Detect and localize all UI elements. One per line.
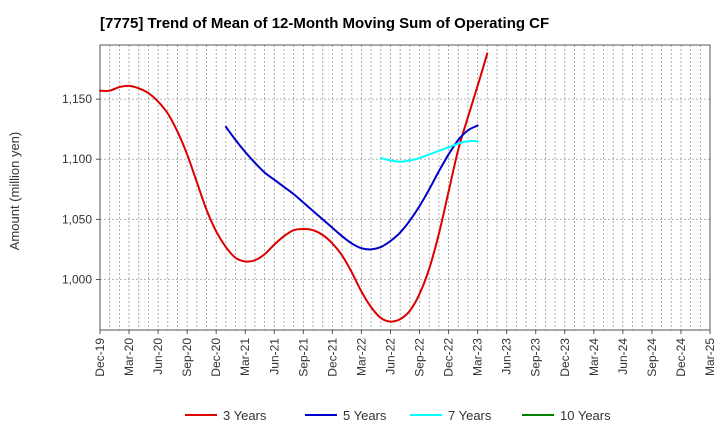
- x-tick-label: Jun-23: [500, 338, 514, 375]
- legend-label-5-years: 5 Years: [343, 408, 387, 423]
- y-ticks: 1,000 1,050 1,100 1,150: [62, 92, 100, 286]
- x-tick-label: Sep-22: [413, 338, 427, 377]
- y-tick-label: 1,000: [62, 272, 92, 286]
- x-tick-label: Sep-21: [296, 338, 310, 377]
- x-tick-label: Sep-20: [180, 338, 194, 377]
- legend-label-3-years: 3 Years: [223, 408, 267, 423]
- y-tick-label: 1,150: [62, 92, 92, 106]
- x-tick-label: Jun-21: [267, 338, 281, 375]
- series-line-3-years: [99, 52, 489, 323]
- x-tick-label: Jun-24: [616, 338, 630, 375]
- x-tick-label: Dec-19: [93, 338, 107, 377]
- x-tick-label: Mar-23: [471, 338, 485, 376]
- x-tick-label: Mar-24: [587, 338, 601, 376]
- series-line-7-years: [379, 140, 479, 163]
- x-tick-label: Dec-21: [325, 338, 339, 377]
- x-tick-label: Dec-20: [209, 338, 223, 377]
- x-ticks: Dec-19 Mar-20 Jun-20 Sep-20 Dec-20 Mar-21 Jun-…: [93, 330, 717, 377]
- x-tick-label: Mar-22: [354, 338, 368, 376]
- x-tick-label: Sep-24: [645, 338, 659, 377]
- y-axis-label: Amount (million yen): [7, 132, 22, 251]
- y-tick-label: 1,050: [62, 212, 92, 226]
- x-tick-label: Sep-23: [529, 338, 543, 377]
- x-tick-label: Mar-21: [238, 338, 252, 376]
- x-tick-label: Dec-24: [674, 338, 688, 377]
- grid-layer: [100, 45, 710, 330]
- y-tick-label: 1,100: [62, 152, 92, 166]
- x-tick-label: Jun-22: [383, 338, 397, 375]
- series-line-5-years: [224, 124, 479, 251]
- plot-frame: [99, 44, 711, 331]
- x-tick-label: Jun-20: [151, 338, 165, 375]
- series-layer: [99, 52, 489, 323]
- x-tick-label: Dec-23: [558, 338, 572, 377]
- legend-label-10-years: 10 Years: [560, 408, 611, 423]
- chart-title: [7775] Trend of Mean of 12-Month Moving …: [100, 15, 549, 32]
- legend: 3 Years 5 Years 7 Years 10 Years: [185, 408, 611, 423]
- x-tick-label: Mar-25: [703, 338, 717, 376]
- x-tick-label: Dec-22: [442, 338, 456, 377]
- x-tick-label: Mar-20: [122, 338, 136, 376]
- legend-label-7-years: 7 Years: [448, 408, 492, 423]
